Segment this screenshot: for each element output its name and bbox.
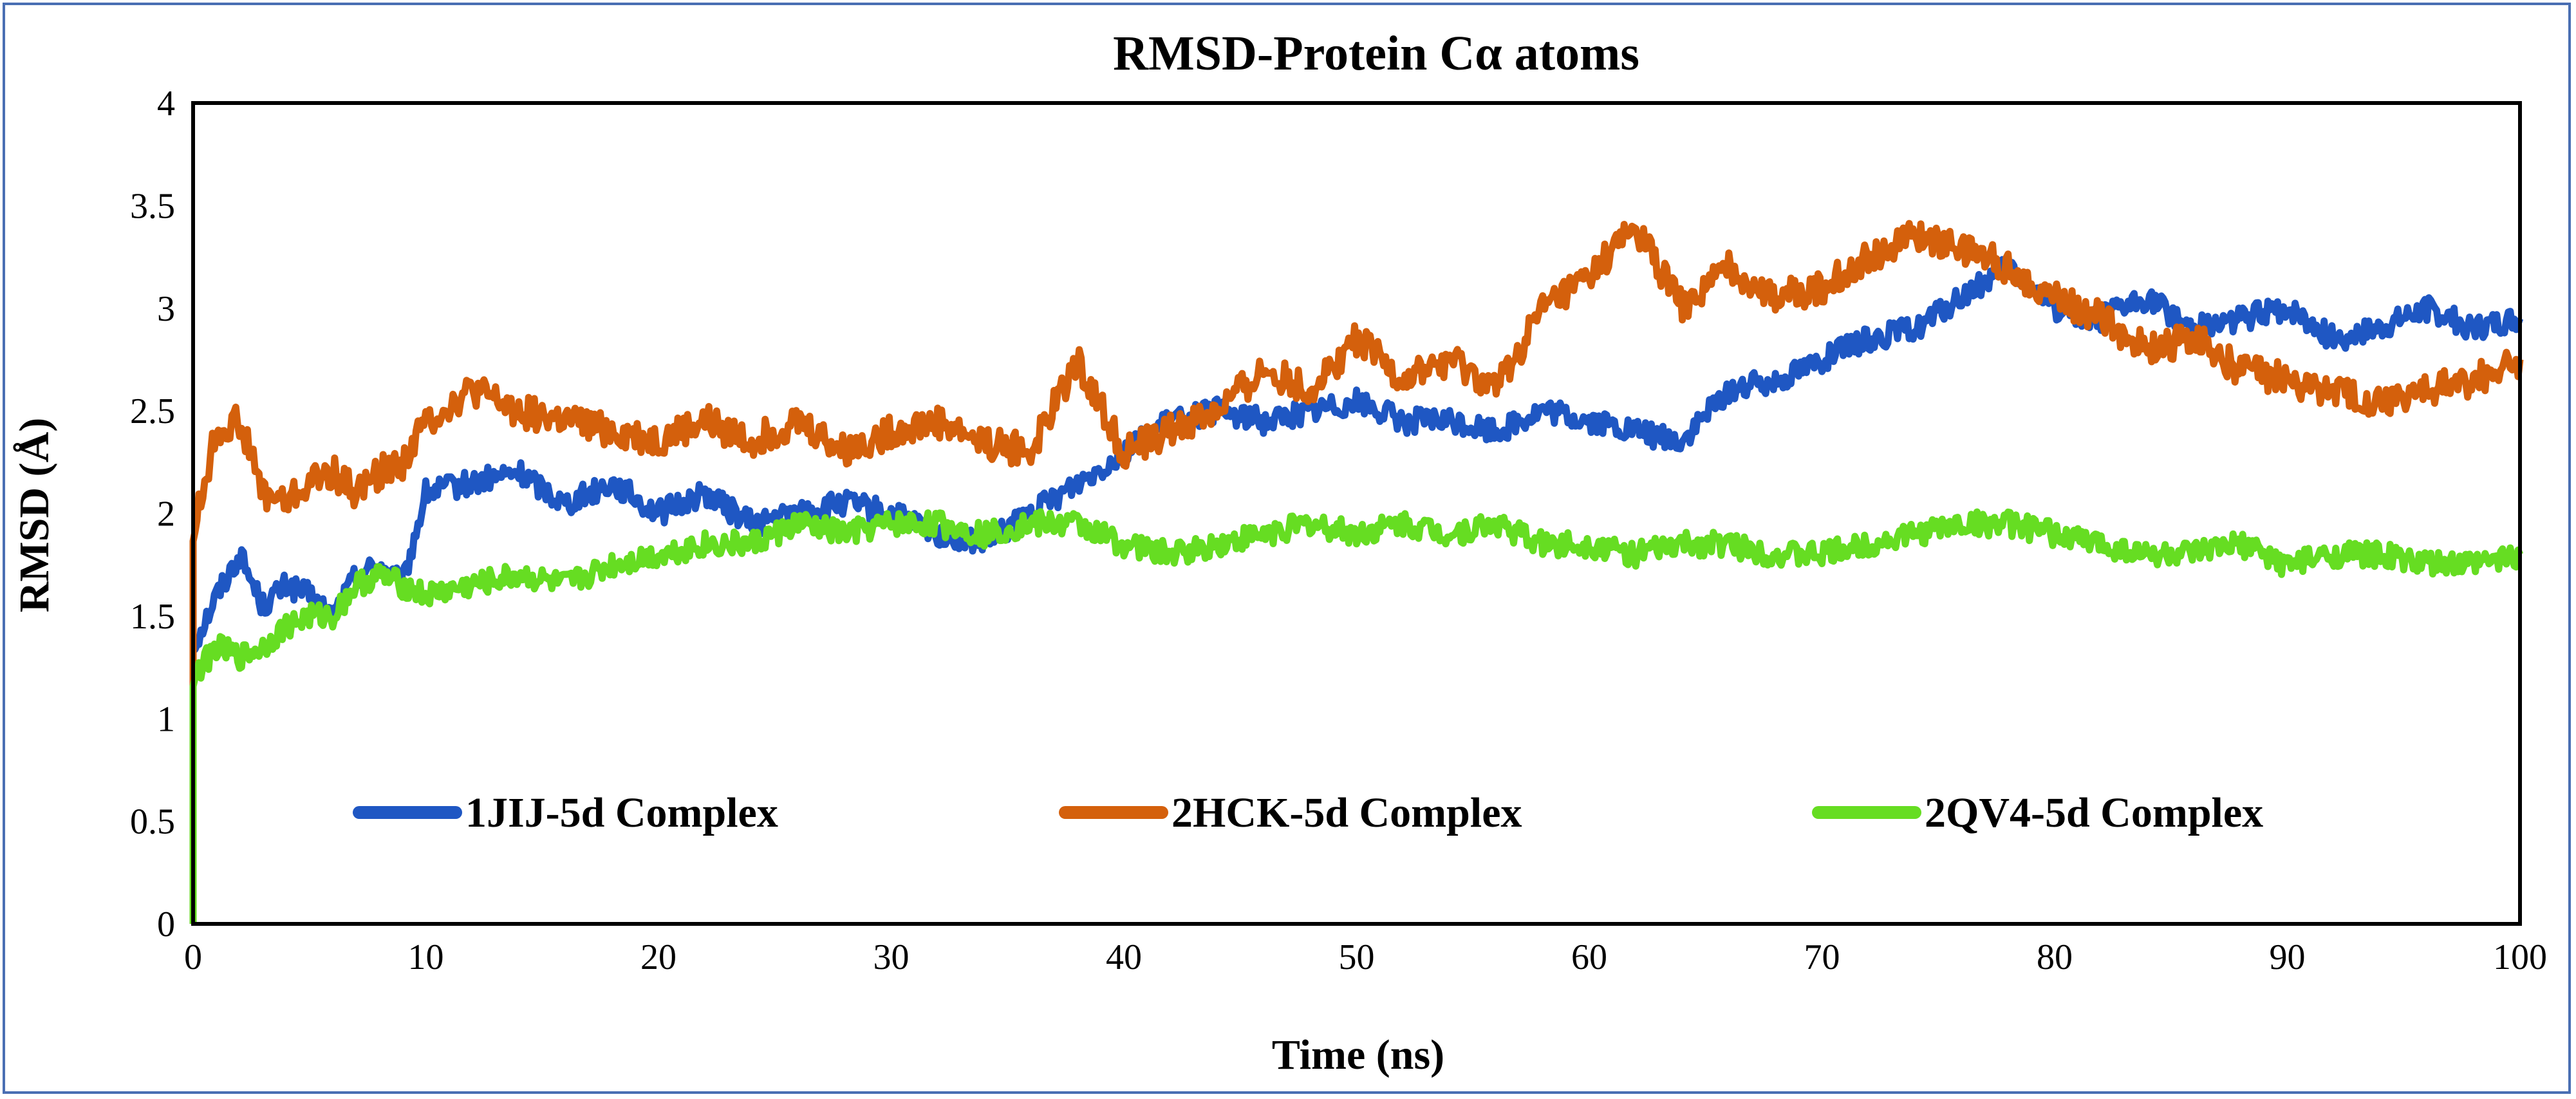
plot-lines (189, 220, 2524, 924)
y-axis-title: RMSD (Å) (11, 418, 58, 612)
x-tick-label: 50 (1339, 937, 1375, 977)
y-tick-label: 0.5 (130, 802, 175, 842)
x-tick-label: 80 (2037, 937, 2073, 977)
y-tick-label: 1 (157, 699, 175, 739)
y-tick-label: 3 (157, 289, 175, 329)
legend-label: 2HCK-5d Complex (1171, 789, 1522, 836)
legend: 1JIJ-5d Complex 2HCK-5d Complex 2QV4-5d Co… (353, 789, 2263, 836)
chart-title: RMSD-Protein Cα atoms (1113, 26, 1639, 80)
x-tick-label: 90 (2270, 937, 2306, 977)
y-tick-label: 0 (157, 905, 175, 944)
x-tick-label: 100 (2493, 937, 2547, 977)
y-tick-label: 2.5 (130, 391, 175, 431)
legend-label: 2QV4-5d Complex (1925, 789, 2263, 836)
y-tick-labels: 0 0.5 1 1.5 2 2.5 3 3.5 4 (130, 84, 175, 944)
x-tick-label: 0 (184, 937, 202, 977)
y-tick-label: 3.5 (130, 186, 175, 226)
y-tick-label: 4 (157, 84, 175, 124)
series-line (189, 255, 2524, 924)
y-tick-label: 2 (157, 494, 175, 534)
x-tick-label: 40 (1106, 937, 1142, 977)
x-tick-label: 60 (1571, 937, 1607, 977)
series-line (189, 220, 2524, 924)
series-line (189, 508, 2524, 924)
x-tick-labels: 0 10 20 30 40 50 60 70 80 90 100 (184, 937, 2547, 977)
y-tick-label: 1.5 (130, 597, 175, 637)
plot-area-border (191, 101, 2522, 926)
legend-label: 1JIJ-5d Complex (465, 789, 778, 836)
x-tick-label: 70 (1804, 937, 1840, 977)
x-tick-label: 20 (640, 937, 677, 977)
x-axis-title: Time (ns) (1272, 1031, 1444, 1078)
x-tick-label: 10 (408, 937, 444, 977)
x-tick-label: 30 (873, 937, 910, 977)
